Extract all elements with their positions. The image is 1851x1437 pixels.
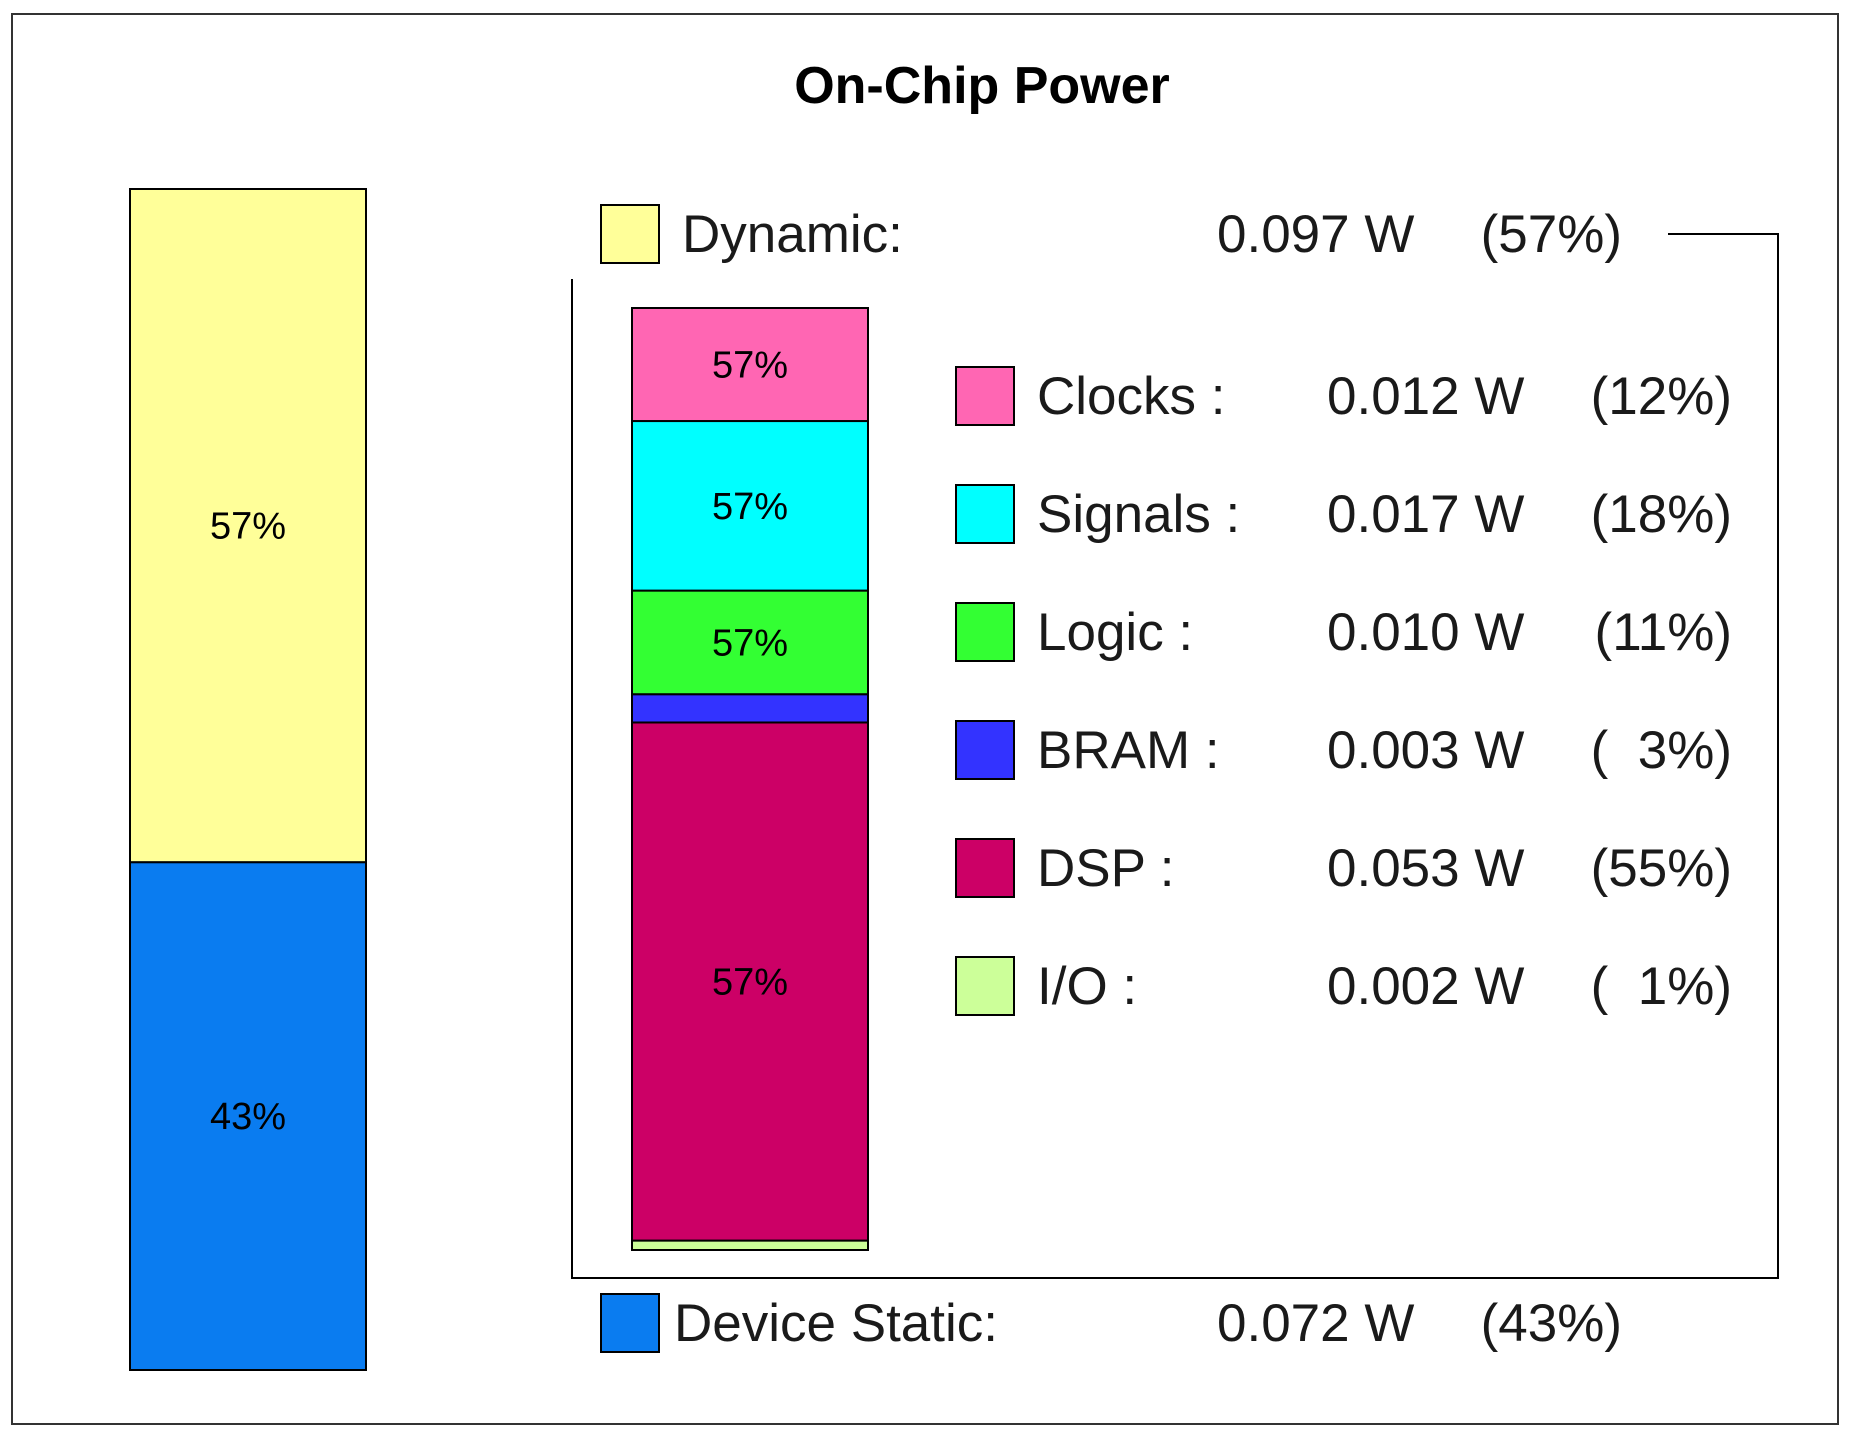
breakdown-legend-swatch-i-o xyxy=(955,956,1015,1016)
breakdown-legend-watts-i-o: 0.002 W xyxy=(1327,957,1524,1016)
breakdown-segment-bram xyxy=(631,693,869,724)
dynamic-breakdown-legend: Clocks : 0.012 W (12%) Signals : 0.017 W (18%… xyxy=(955,366,1732,1016)
breakdown-legend-swatch-clocks xyxy=(955,366,1015,426)
overview-legend-watts-device-static: 0.072 W xyxy=(1217,1294,1414,1353)
breakdown-legend-swatch-bram xyxy=(955,720,1015,780)
breakdown-legend-name-clocks: Clocks : xyxy=(1037,367,1225,426)
overview-legend-swatch-device-static xyxy=(600,1293,660,1353)
breakdown-legend-percent-logic: (11%) xyxy=(1595,603,1732,662)
overview-legend: Device Static: 0.072 W (43%) Dynamic: 0.097 … xyxy=(600,204,1622,1353)
breakdown-legend-name-dsp: DSP : xyxy=(1037,839,1174,898)
chart-title: On-Chip Power xyxy=(794,57,1170,115)
overview-segment-label-device-static: 43% xyxy=(210,1096,286,1138)
breakdown-segment-signals xyxy=(631,420,869,592)
overview-segment-device-static xyxy=(129,861,367,1371)
breakdown-segment-logic xyxy=(631,589,869,696)
overview-legend-percent-dynamic: (57%) xyxy=(1481,205,1622,264)
breakdown-segment-dsp xyxy=(631,721,869,1242)
overview-stacked-bar: 43% 57% xyxy=(129,188,367,1371)
breakdown-segment-label-clocks: 57% xyxy=(712,345,788,387)
breakdown-legend-name-bram: BRAM : xyxy=(1037,721,1220,780)
breakdown-legend-watts-clocks: 0.012 W xyxy=(1327,367,1524,426)
breakdown-segment-label-signals: 57% xyxy=(712,486,788,528)
breakdown-legend-percent-clocks: (12%) xyxy=(1591,367,1732,426)
breakdown-legend-percent-i-o: ( 1%) xyxy=(1591,957,1732,1016)
dynamic-breakdown-bracket xyxy=(571,233,1779,1279)
breakdown-legend-name-logic: Logic : xyxy=(1037,603,1193,662)
breakdown-legend-percent-signals: (18%) xyxy=(1591,485,1732,544)
overview-legend-name-device-static: Device Static: xyxy=(674,1294,998,1353)
overview-segment-dynamic xyxy=(129,188,367,864)
breakdown-segment-label-dsp: 57% xyxy=(712,962,788,1004)
breakdown-legend-swatch-dsp xyxy=(955,838,1015,898)
breakdown-legend-percent-dsp: (55%) xyxy=(1591,839,1732,898)
breakdown-segment-label-logic: 57% xyxy=(712,622,788,664)
breakdown-legend-name-i-o: I/O : xyxy=(1037,957,1137,1016)
breakdown-legend-percent-bram: ( 3%) xyxy=(1591,721,1732,780)
breakdown-segment-i-o xyxy=(631,1239,869,1251)
breakdown-legend-swatch-signals xyxy=(955,484,1015,544)
breakdown-legend-watts-dsp: 0.053 W xyxy=(1327,839,1524,898)
breakdown-legend-watts-signals: 0.017 W xyxy=(1327,485,1524,544)
dynamic-breakdown-stacked-bar: 57% 57% 57% 57% xyxy=(631,307,869,1251)
breakdown-segment-clocks xyxy=(631,307,869,423)
overview-legend-watts-dynamic: 0.097 W xyxy=(1217,205,1414,264)
breakdown-legend-name-signals: Signals : xyxy=(1037,485,1240,544)
breakdown-legend-swatch-logic xyxy=(955,602,1015,662)
overview-legend-percent-device-static: (43%) xyxy=(1481,1294,1622,1353)
overview-legend-name-dynamic: Dynamic: xyxy=(682,205,903,264)
overview-segment-label-dynamic: 57% xyxy=(210,506,286,548)
overview-legend-swatch-dynamic xyxy=(600,204,660,264)
breakdown-legend-watts-logic: 0.010 W xyxy=(1327,603,1524,662)
breakdown-legend-watts-bram: 0.003 W xyxy=(1327,721,1524,780)
